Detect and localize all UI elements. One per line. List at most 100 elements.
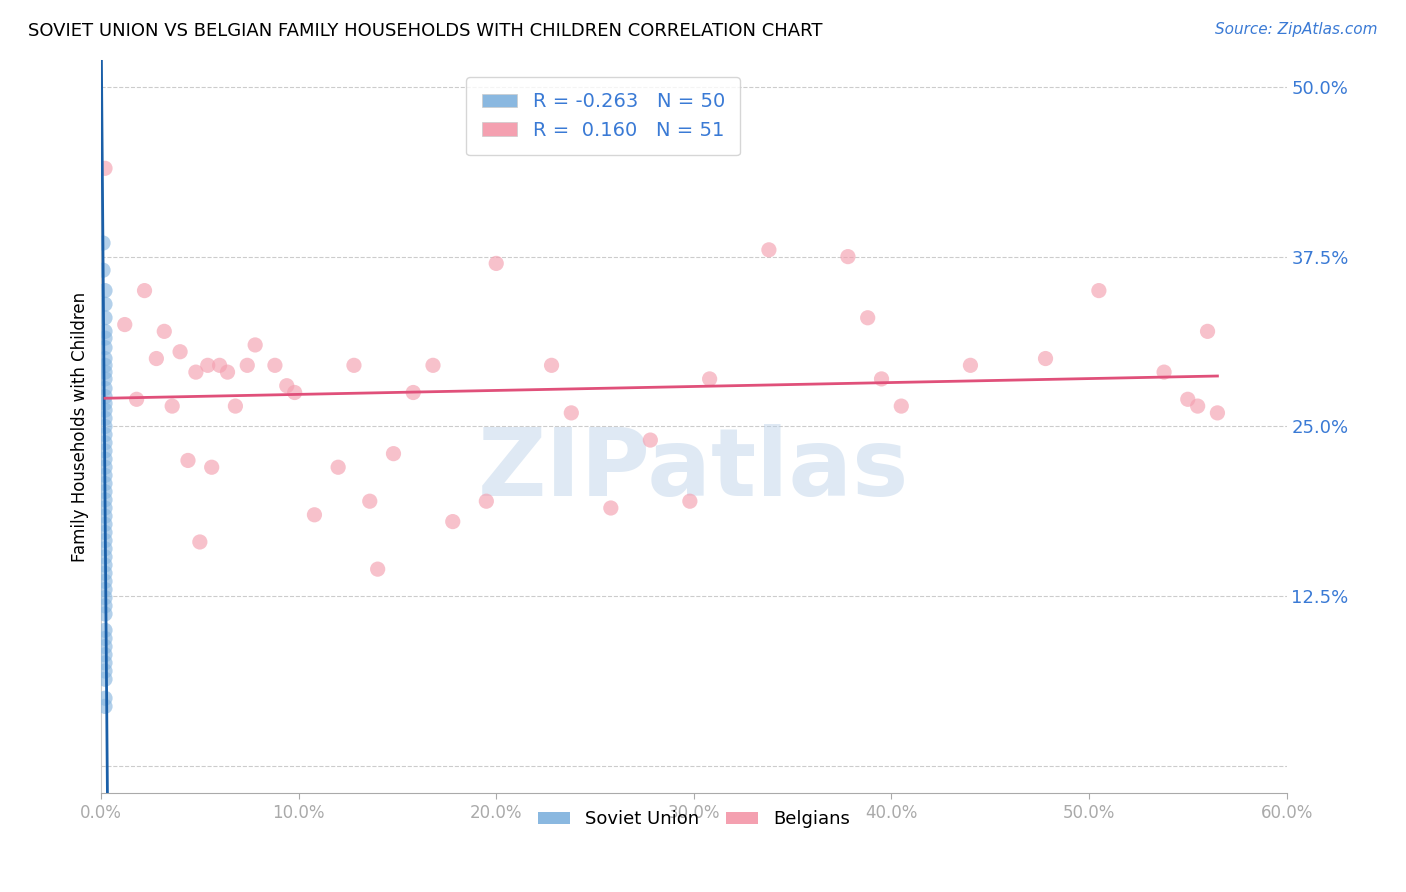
Point	[264, 359, 287, 373]
Point	[94, 501, 117, 516]
Point	[94, 664, 117, 678]
Point	[94, 492, 117, 507]
Point	[208, 359, 231, 373]
Point	[236, 359, 259, 373]
Point	[94, 390, 117, 404]
Point	[679, 494, 702, 508]
Point	[422, 359, 444, 373]
Point	[94, 460, 117, 475]
Point	[402, 385, 425, 400]
Point	[94, 656, 117, 670]
Point	[94, 297, 117, 311]
Point	[188, 535, 211, 549]
Point	[94, 427, 117, 442]
Point	[699, 372, 721, 386]
Point	[243, 338, 266, 352]
Point	[94, 324, 117, 338]
Point	[177, 453, 200, 467]
Point	[160, 399, 183, 413]
Point	[94, 411, 117, 425]
Point	[91, 235, 114, 250]
Point	[758, 243, 780, 257]
Point	[94, 372, 117, 386]
Point	[134, 284, 156, 298]
Point	[1206, 406, 1229, 420]
Point	[201, 460, 224, 475]
Point	[94, 566, 117, 581]
Point	[284, 385, 307, 400]
Point	[94, 435, 117, 450]
Point	[343, 359, 366, 373]
Point	[94, 359, 117, 373]
Point	[837, 250, 859, 264]
Point	[125, 392, 148, 407]
Point	[94, 549, 117, 564]
Point	[599, 501, 621, 516]
Point	[145, 351, 167, 366]
Point	[94, 517, 117, 532]
Point	[94, 444, 117, 458]
Point	[94, 599, 117, 613]
Point	[94, 381, 117, 395]
Point	[560, 406, 582, 420]
Point	[94, 310, 117, 325]
Point	[94, 452, 117, 467]
Point	[640, 433, 662, 447]
Text: Source: ZipAtlas.com: Source: ZipAtlas.com	[1215, 22, 1378, 37]
Point	[1088, 284, 1111, 298]
Point	[153, 324, 176, 338]
Point	[94, 558, 117, 572]
Point	[94, 331, 117, 345]
Point	[94, 419, 117, 434]
Point	[475, 494, 498, 508]
Point	[197, 359, 219, 373]
Point	[94, 574, 117, 589]
Point	[485, 256, 508, 270]
Point	[94, 640, 117, 654]
Point	[1197, 324, 1219, 338]
Point	[359, 494, 381, 508]
Point	[94, 533, 117, 548]
Point	[94, 161, 117, 176]
Point	[94, 691, 117, 706]
Point	[94, 403, 117, 417]
Text: SOVIET UNION VS BELGIAN FAMILY HOUSEHOLDS WITH CHILDREN CORRELATION CHART: SOVIET UNION VS BELGIAN FAMILY HOUSEHOLD…	[28, 22, 823, 40]
Point	[184, 365, 207, 379]
Point	[94, 632, 117, 646]
Point	[224, 399, 246, 413]
Point	[94, 672, 117, 686]
Point	[94, 525, 117, 540]
Point	[1153, 365, 1175, 379]
Point	[94, 591, 117, 605]
Y-axis label: Family Households with Children: Family Households with Children	[72, 292, 89, 562]
Point	[540, 359, 562, 373]
Point	[1187, 399, 1209, 413]
Point	[94, 648, 117, 662]
Point	[94, 541, 117, 556]
Point	[94, 365, 117, 379]
Point	[94, 484, 117, 499]
Point	[94, 476, 117, 491]
Point	[276, 378, 298, 392]
Point	[94, 624, 117, 638]
Point	[367, 562, 389, 576]
Point	[441, 515, 464, 529]
Point	[94, 351, 117, 366]
Point	[870, 372, 893, 386]
Legend: Soviet Union, Belgians: Soviet Union, Belgians	[530, 803, 858, 836]
Point	[114, 318, 136, 332]
Point	[1035, 351, 1057, 366]
Point	[94, 396, 117, 410]
Point	[94, 468, 117, 483]
Point	[328, 460, 350, 475]
Point	[94, 607, 117, 621]
Point	[856, 310, 879, 325]
Point	[94, 582, 117, 597]
Point	[382, 447, 405, 461]
Point	[217, 365, 239, 379]
Text: ZIPatlas: ZIPatlas	[478, 425, 910, 516]
Point	[890, 399, 912, 413]
Point	[304, 508, 326, 522]
Point	[959, 359, 981, 373]
Point	[94, 699, 117, 714]
